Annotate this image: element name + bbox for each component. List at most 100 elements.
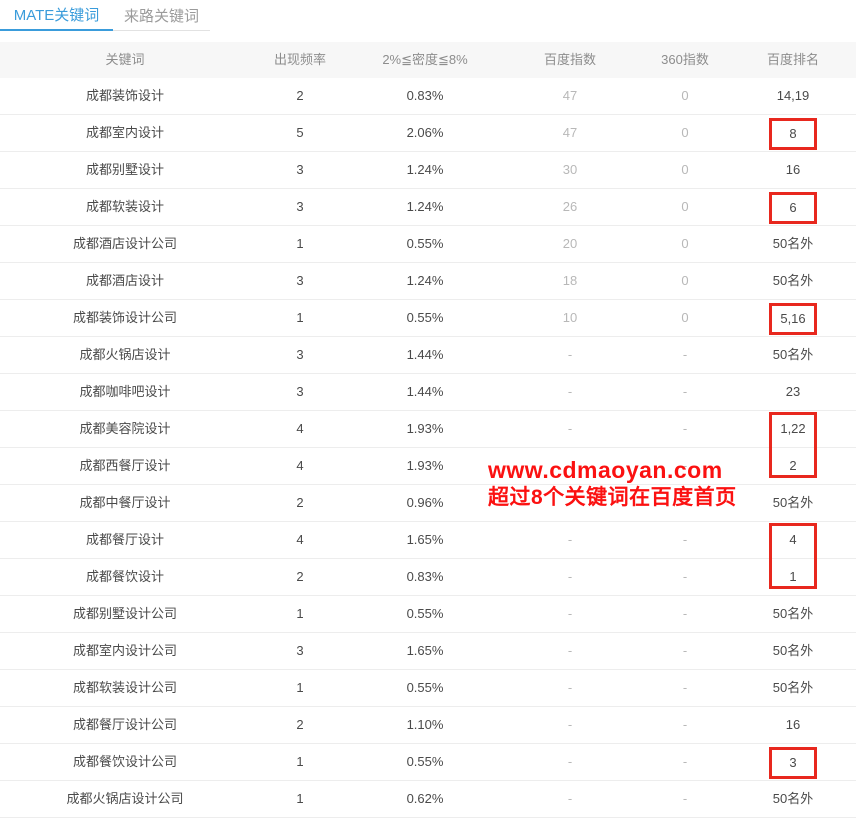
cell-keyword: 成都装饰设计 xyxy=(85,88,164,103)
cell-keyword: 成都餐厅设计 xyxy=(85,532,164,547)
cell-keyword: 成都室内设计公司 xyxy=(72,643,177,658)
cell-density: 1.44% xyxy=(406,347,444,362)
cell-rank: 4 xyxy=(730,522,856,589)
cell-density: 1.10% xyxy=(406,717,444,732)
rank-value: 16 xyxy=(785,717,801,732)
cell-baidu-index: - xyxy=(567,495,573,510)
table-header: 关键词 出现频率 2%≦密度≦8% 百度指数 360指数 百度排名 xyxy=(0,42,856,78)
table-row: 成都火锅店设计公司 1 0.62% - - 50名外 xyxy=(0,781,856,818)
rank-value: 23 xyxy=(785,384,801,399)
cell-density: 1.44% xyxy=(406,384,444,399)
header-cell-frequency: 出现频率 xyxy=(273,52,326,67)
cell-density: 0.55% xyxy=(406,236,444,251)
cell-360-index: - xyxy=(682,458,688,473)
cell-frequency: 1 xyxy=(296,754,304,769)
cell-density: 1.93% xyxy=(406,421,444,436)
table-row: 成都室内设计公司 3 1.65% - - 50名外 xyxy=(0,633,856,670)
table-row: 成都美容院设计 4 1.93% - - 1,22 xyxy=(0,411,856,478)
cell-frequency: 2 xyxy=(296,88,304,103)
cell-baidu-index: 26 xyxy=(562,199,578,214)
rank-value: 3 xyxy=(769,746,817,779)
cell-baidu-index: 47 xyxy=(562,88,578,103)
cell-rank: 6 xyxy=(730,189,856,225)
cell-360-index: - xyxy=(682,532,688,547)
cell-frequency: 1 xyxy=(296,236,304,251)
cell-density: 0.83% xyxy=(406,88,444,103)
cell-360-index: - xyxy=(682,680,688,695)
cell-keyword: 成都西餐厅设计 xyxy=(79,458,171,473)
cell-density: 1.24% xyxy=(406,162,444,177)
cell-rank: 16 xyxy=(730,152,856,188)
rank-value: 16 xyxy=(785,162,801,177)
cell-rank: 50名外 xyxy=(730,263,856,299)
header-cell-keyword: 关键词 xyxy=(105,52,145,67)
cell-baidu-index: - xyxy=(567,791,573,806)
cell-frequency: 2 xyxy=(296,717,304,732)
cell-360-index: - xyxy=(682,606,688,621)
cell-rank: 50名外 xyxy=(730,485,856,521)
table-row: 成都餐饮设计公司 1 0.55% - - 3 xyxy=(0,744,856,781)
table-row: 成都室内设计 5 2.06% 47 0 8 xyxy=(0,115,856,152)
tab-bar: MATE关键词 来路关键词 xyxy=(0,0,856,31)
cell-frequency: 3 xyxy=(296,643,304,658)
rank-value: 6 xyxy=(769,191,817,224)
cell-360-index: 0 xyxy=(681,162,689,177)
table-row: 成都别墅设计公司 1 0.55% - - 50名外 xyxy=(0,596,856,633)
cell-rank: 50名外 xyxy=(730,781,856,817)
cell-360-index: - xyxy=(682,384,688,399)
cell-keyword: 成都软装设计 xyxy=(85,199,164,214)
cell-frequency: 1 xyxy=(296,310,304,325)
cell-baidu-index: - xyxy=(567,643,573,658)
tab-mate-keywords[interactable]: MATE关键词 xyxy=(0,0,113,31)
rank-value: 50名外 xyxy=(772,273,814,288)
cell-frequency: 5 xyxy=(296,125,304,140)
cell-density: 0.62% xyxy=(406,791,444,806)
table-row: 成都软装设计 3 1.24% 26 0 6 xyxy=(0,189,856,226)
cell-rank: 8 xyxy=(730,115,856,151)
cell-360-index: 0 xyxy=(681,88,689,103)
cell-rank: 50名外 xyxy=(730,670,856,706)
cell-360-index: - xyxy=(682,791,688,806)
cell-360-index: 0 xyxy=(681,125,689,140)
table-row: 成都餐厅设计 4 1.65% - - 4 xyxy=(0,522,856,589)
cell-keyword: 成都软装设计公司 xyxy=(72,680,177,695)
cell-rank: 50名外 xyxy=(730,226,856,262)
cell-frequency: 4 xyxy=(296,458,304,473)
table-row: 成都中餐厅设计 2 0.96% - - 50名外 xyxy=(0,485,856,522)
rank-value: 50名外 xyxy=(772,347,814,362)
cell-rank: 50名外 xyxy=(730,596,856,632)
cell-baidu-index: 18 xyxy=(562,273,578,288)
table-row: 成都别墅设计 3 1.24% 30 0 16 xyxy=(0,152,856,189)
cell-frequency: 1 xyxy=(296,791,304,806)
cell-rank: 3 xyxy=(730,744,856,780)
cell-keyword: 成都别墅设计公司 xyxy=(72,606,177,621)
table-body: 成都装饰设计 2 0.83% 47 0 14,19 成都室内设计 5 2.06%… xyxy=(0,78,856,818)
header-cell-baidu-index: 百度指数 xyxy=(543,52,596,67)
cell-frequency: 3 xyxy=(296,347,304,362)
rank-value: 50名外 xyxy=(772,791,814,806)
cell-keyword: 成都美容院设计 xyxy=(79,421,171,436)
cell-baidu-index: - xyxy=(567,754,573,769)
cell-keyword: 成都餐饮设计 xyxy=(85,569,164,584)
table-row: 成都西餐厅设计 4 1.93% - - 2 xyxy=(0,448,856,485)
tab-referral-keywords[interactable]: 来路关键词 xyxy=(113,0,210,31)
cell-frequency: 2 xyxy=(296,495,304,510)
table-row: 成都餐饮设计 2 0.83% - - 1 xyxy=(0,559,856,596)
cell-density: 1.24% xyxy=(406,273,444,288)
cell-keyword: 成都餐厅设计公司 xyxy=(72,717,177,732)
cell-density: 1.65% xyxy=(406,532,444,547)
cell-rank: 23 xyxy=(730,374,856,410)
header-cell-baidu-rank: 百度排名 xyxy=(766,52,819,67)
rank-value: 1 xyxy=(789,569,797,584)
cell-density: 1.93% xyxy=(406,458,444,473)
cell-frequency: 4 xyxy=(296,532,304,547)
cell-baidu-index: - xyxy=(567,680,573,695)
rank-value: 1,22 xyxy=(780,421,806,436)
rank-value: 50名外 xyxy=(772,236,814,251)
table-row: 成都软装设计公司 1 0.55% - - 50名外 xyxy=(0,670,856,707)
table-row: 成都装饰设计 2 0.83% 47 0 14,19 xyxy=(0,78,856,115)
cell-frequency: 4 xyxy=(296,421,304,436)
cell-keyword: 成都室内设计 xyxy=(85,125,164,140)
cell-baidu-index: 30 xyxy=(562,162,578,177)
